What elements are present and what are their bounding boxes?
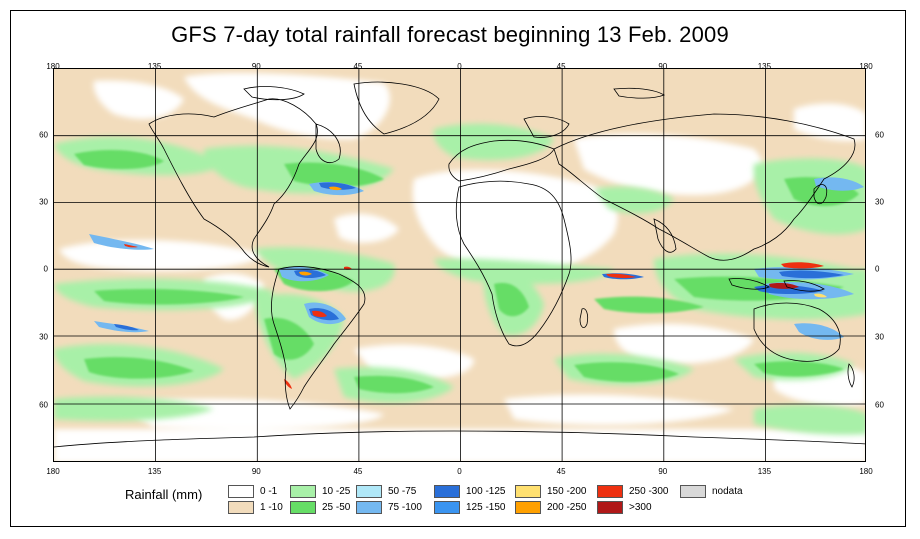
legend-swatch xyxy=(228,484,254,498)
legend-item: 25 -50 xyxy=(290,499,350,515)
legend-item: 250 -300 xyxy=(597,483,668,499)
legend-swatch xyxy=(228,500,254,514)
top-lon-tick: 45 xyxy=(353,62,363,71)
top-lon-tick: 0 xyxy=(457,62,462,71)
legend-item: 200 -250 xyxy=(515,499,586,515)
legend-label: nodata xyxy=(712,485,743,497)
bottom-lon-tick: 0 xyxy=(457,467,462,476)
legend-label: 200 -250 xyxy=(547,501,587,513)
top-lon-tick: 90 xyxy=(251,62,261,71)
right-lat-tick: 30 xyxy=(875,332,884,342)
legend-label: 50 -75 xyxy=(388,485,417,497)
legend-item: 75 -100 xyxy=(356,499,422,515)
legend-swatch xyxy=(515,484,541,498)
legend-item: 0 -1 xyxy=(228,483,277,499)
left-lat-tick: 30 xyxy=(39,197,48,207)
coastlines xyxy=(54,81,865,448)
legend-swatch xyxy=(434,484,460,498)
top-lon-tick: 45 xyxy=(556,62,566,71)
legend-swatch xyxy=(356,484,382,498)
figure-frame xyxy=(10,10,906,527)
right-lat-tick: 30 xyxy=(875,197,884,207)
legend-swatch xyxy=(290,484,316,498)
legend-label: 150 -200 xyxy=(547,485,587,497)
legend-label: 0 -1 xyxy=(260,485,278,497)
legend-item: 100 -125 xyxy=(434,483,505,499)
legend-label: 10 -25 xyxy=(322,485,351,497)
rainfall-map-svg xyxy=(54,69,865,461)
bottom-lon-tick: 180 xyxy=(859,467,873,476)
bottom-lon-tick: 45 xyxy=(556,467,566,476)
left-lat-tick: 30 xyxy=(39,332,48,342)
extreme-rain-red xyxy=(124,186,827,389)
legend-swatch xyxy=(515,500,541,514)
left-lat-tick: 0 xyxy=(43,264,48,274)
legend-item: 10 -25 xyxy=(290,483,350,499)
bottom-lon-tick: 180 xyxy=(46,467,60,476)
legend-label: 1 -10 xyxy=(260,501,283,513)
right-lat-tick: 60 xyxy=(875,400,884,410)
legend-title: Rainfall (mm) xyxy=(125,487,203,502)
legend-label: 125 -150 xyxy=(466,501,506,513)
top-lon-tick: 180 xyxy=(46,62,60,71)
bottom-lon-tick: 45 xyxy=(353,467,363,476)
legend-item: 150 -200 xyxy=(515,483,586,499)
rainfall-map xyxy=(53,68,866,462)
map-title: GFS 7-day total rainfall forecast beginn… xyxy=(171,22,729,47)
top-lon-tick: 180 xyxy=(859,62,873,71)
legend-label: >300 xyxy=(629,501,652,513)
bottom-lon-tick: 135 xyxy=(147,467,162,476)
left-lat-tick: 60 xyxy=(39,130,48,140)
bottom-lon-tick: 135 xyxy=(757,467,772,476)
top-lon-tick: 135 xyxy=(757,62,772,71)
legend-label: 250 -300 xyxy=(629,485,669,497)
bottom-lon-tick: 90 xyxy=(658,467,668,476)
legend-swatch xyxy=(680,484,706,498)
left-lat-tick: 60 xyxy=(39,400,48,410)
right-lat-tick: 0 xyxy=(875,264,880,274)
legend-item: >300 xyxy=(597,499,652,515)
legend-swatch xyxy=(290,500,316,514)
top-lon-tick: 90 xyxy=(658,62,668,71)
graticule xyxy=(54,69,865,461)
legend-label: 25 -50 xyxy=(322,501,351,513)
legend-swatch xyxy=(597,500,623,514)
legend-item: 1 -10 xyxy=(228,499,283,515)
top-lon-tick: 135 xyxy=(147,62,162,71)
legend-swatch xyxy=(434,500,460,514)
legend-item: 50 -75 xyxy=(356,483,416,499)
legend-item: 125 -150 xyxy=(434,499,505,515)
legend-swatch xyxy=(356,500,382,514)
legend-label: 100 -125 xyxy=(466,485,506,497)
legend-item: nodata xyxy=(680,483,743,499)
legend-swatch xyxy=(597,484,623,498)
legend-label: 75 -100 xyxy=(388,501,422,513)
right-lat-tick: 60 xyxy=(875,130,884,140)
bottom-lon-tick: 90 xyxy=(251,467,261,476)
